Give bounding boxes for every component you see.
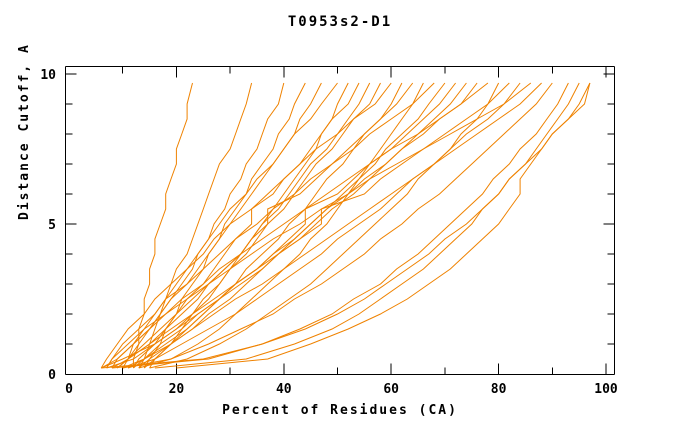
x-tick-label: 20 <box>169 382 185 397</box>
x-tick-label: 100 <box>594 382 618 397</box>
model-curve <box>122 82 553 369</box>
x-axis-label: Percent of Residues (CA) <box>222 403 458 418</box>
model-curve <box>133 82 478 369</box>
y-tick-label: 5 <box>48 218 56 233</box>
y-tick-label: 0 <box>48 368 56 383</box>
model-curve <box>176 82 591 369</box>
model-curve <box>149 82 381 369</box>
chart-title: T0953s2-D1 <box>287 14 393 30</box>
model-curve <box>116 82 510 369</box>
model-curve <box>111 82 569 369</box>
model-curve <box>138 82 542 369</box>
model-curve <box>127 82 521 369</box>
model-curve <box>111 82 489 369</box>
x-tick-label: 40 <box>276 382 292 397</box>
model-curve <box>106 82 435 369</box>
y-tick-label: 10 <box>40 68 56 83</box>
model-curve <box>138 82 424 369</box>
model-curve <box>149 82 500 369</box>
model-curve <box>143 82 456 369</box>
model-curve <box>116 82 414 369</box>
model-curve <box>132 82 193 368</box>
x-tick-label: 0 <box>65 382 73 397</box>
model-curve <box>106 82 532 369</box>
model-curve <box>111 82 371 369</box>
model-curve <box>132 82 360 369</box>
model-curve <box>154 82 580 369</box>
model-curve <box>101 82 467 369</box>
x-tick-label: 80 <box>491 382 507 397</box>
model-curve <box>138 82 253 369</box>
x-tick-label: 60 <box>383 382 399 397</box>
model-curve <box>122 82 338 369</box>
model-curve <box>100 82 392 369</box>
